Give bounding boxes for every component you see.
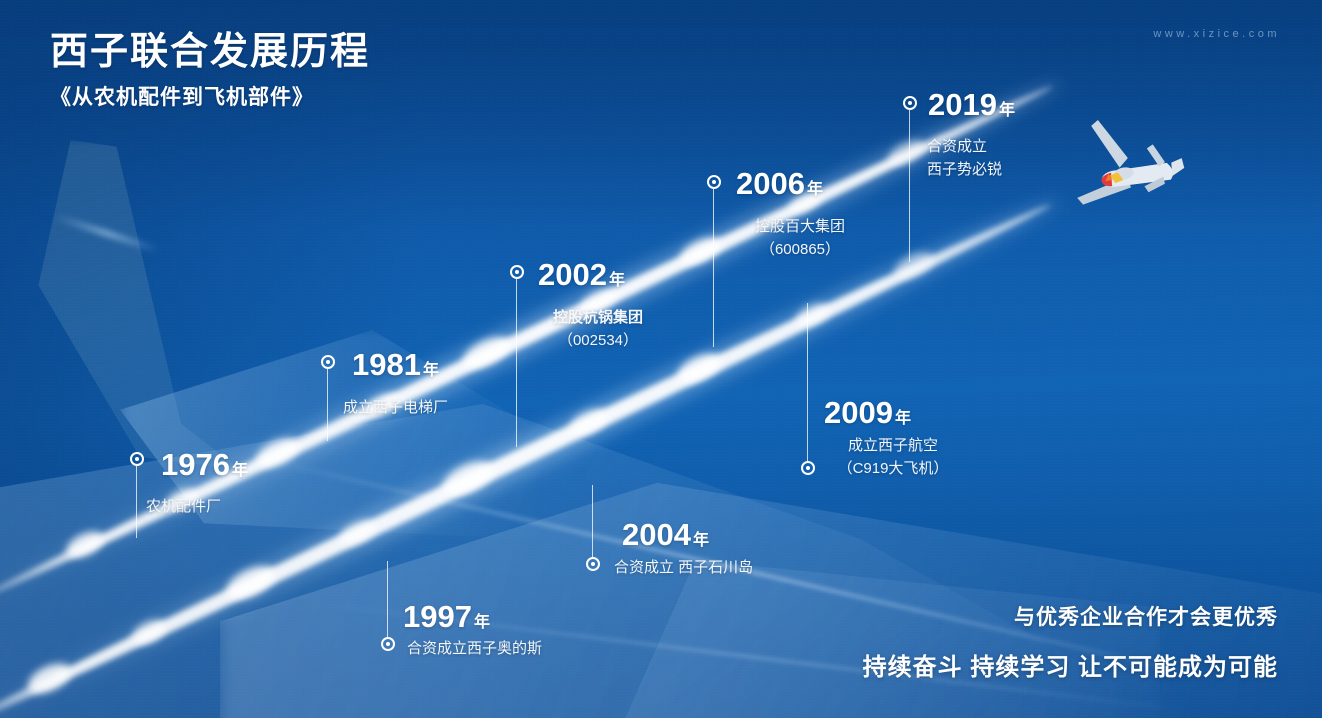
year-suffix: 年 <box>806 181 823 198</box>
year-value: 2019 <box>928 87 997 122</box>
timeline-year-2009: 2009 年 <box>824 397 911 428</box>
desc-line: 合资成立 西子石川岛 <box>614 559 754 576</box>
timeline-desc-2004: 合资成立 西子石川岛 <box>614 556 753 579</box>
year-value: 1976 <box>161 447 230 482</box>
page-header: 西子联合发展历程 《从农机配件到飞机部件》 <box>50 30 370 111</box>
page-subtitle: 《从农机配件到飞机部件》 <box>50 85 314 109</box>
timeline-desc-2009: 成立西子航空 （C919大飞机） <box>817 434 969 481</box>
timeline-desc-1976: 农机配件厂 <box>146 495 221 518</box>
timeline-marker-2004[interactable] <box>586 557 600 571</box>
timeline-desc-2006: 控股百大集团 （600865） <box>729 215 871 262</box>
desc-line: 合资成立 <box>927 138 988 155</box>
timeline-marker-1981[interactable] <box>321 355 335 369</box>
timeline-stem-1976 <box>136 466 137 538</box>
year-value: 2009 <box>824 395 893 430</box>
timeline-year-1997: 1997 年 <box>403 601 490 632</box>
timeline-year-1981: 1981 年 <box>352 349 439 380</box>
timeline-stem-1997 <box>387 561 388 637</box>
aircraft-winglet-graphic <box>38 140 241 470</box>
timeline-marker-1997[interactable] <box>381 637 395 651</box>
winglet-highlight <box>53 213 161 254</box>
timeline-desc-2002: 控股杭锅集团 （002534） <box>528 306 668 353</box>
airplane-icon <box>1060 118 1190 228</box>
desc-line: 西子势必锐 <box>927 161 1003 179</box>
desc-line: （600865） <box>759 241 841 259</box>
site-watermark: www.xizice.com <box>1153 28 1280 40</box>
timeline-desc-2019: 合资成立 西子势必锐 <box>927 135 1002 182</box>
timeline-year-2019: 2019 年 <box>928 89 1015 120</box>
timeline-marker-2009[interactable] <box>801 461 815 475</box>
desc-line: 成立西子电梯厂 <box>343 399 449 416</box>
year-value: 2004 <box>622 517 691 552</box>
desc-line: 合资成立西子奥的斯 <box>407 640 543 657</box>
timeline-year-2004: 2004 年 <box>622 519 709 550</box>
timeline-year-2006: 2006 年 <box>736 168 823 199</box>
year-suffix: 年 <box>998 102 1015 119</box>
timeline-marker-2002[interactable] <box>510 265 524 279</box>
timeline-stem-2009 <box>807 303 808 461</box>
year-suffix: 年 <box>231 462 248 479</box>
year-value: 1997 <box>403 599 472 634</box>
desc-line: （C919大飞机） <box>837 460 949 478</box>
page-title: 西子联合发展历程 <box>50 31 371 73</box>
timeline-stem-2006 <box>713 189 714 347</box>
desc-line: 成立西子航空 <box>847 437 938 454</box>
timeline-desc-1997: 合资成立西子奥的斯 <box>407 637 542 660</box>
timeline-year-2002: 2002 年 <box>538 259 625 290</box>
timeline-stem-2019 <box>909 110 910 262</box>
slogan-line-2: 持续奋斗 持续学习 让不可能成为可能 <box>862 654 1278 681</box>
timeline-stem-2002 <box>516 279 517 447</box>
timeline-stem-1981 <box>327 369 328 441</box>
year-value: 1981 <box>352 347 421 382</box>
desc-line: 控股杭锅集团 <box>552 309 643 326</box>
year-suffix: 年 <box>894 410 911 427</box>
timeline-marker-2019[interactable] <box>903 96 917 110</box>
timeline-desc-1981: 成立西子电梯厂 <box>343 396 448 419</box>
desc-line: 农机配件厂 <box>146 498 222 515</box>
timeline-year-1976: 1976 年 <box>161 449 248 480</box>
year-suffix: 年 <box>692 532 709 549</box>
year-suffix: 年 <box>608 272 625 289</box>
year-suffix: 年 <box>422 362 439 379</box>
desc-line: 控股百大集团 <box>754 218 845 235</box>
timeline-marker-2006[interactable] <box>707 175 721 189</box>
year-value: 2002 <box>538 257 607 292</box>
timeline-stem-2004 <box>592 485 593 557</box>
desc-line: （002534） <box>557 332 639 350</box>
slogan-line-1: 与优秀企业合作才会更优秀 <box>1014 606 1278 629</box>
year-value: 2006 <box>736 166 805 201</box>
slogan-block: 与优秀企业合作才会更优秀 持续奋斗 持续学习 让不可能成为可能 <box>863 601 1278 682</box>
year-suffix: 年 <box>473 614 490 631</box>
timeline-marker-1976[interactable] <box>130 452 144 466</box>
